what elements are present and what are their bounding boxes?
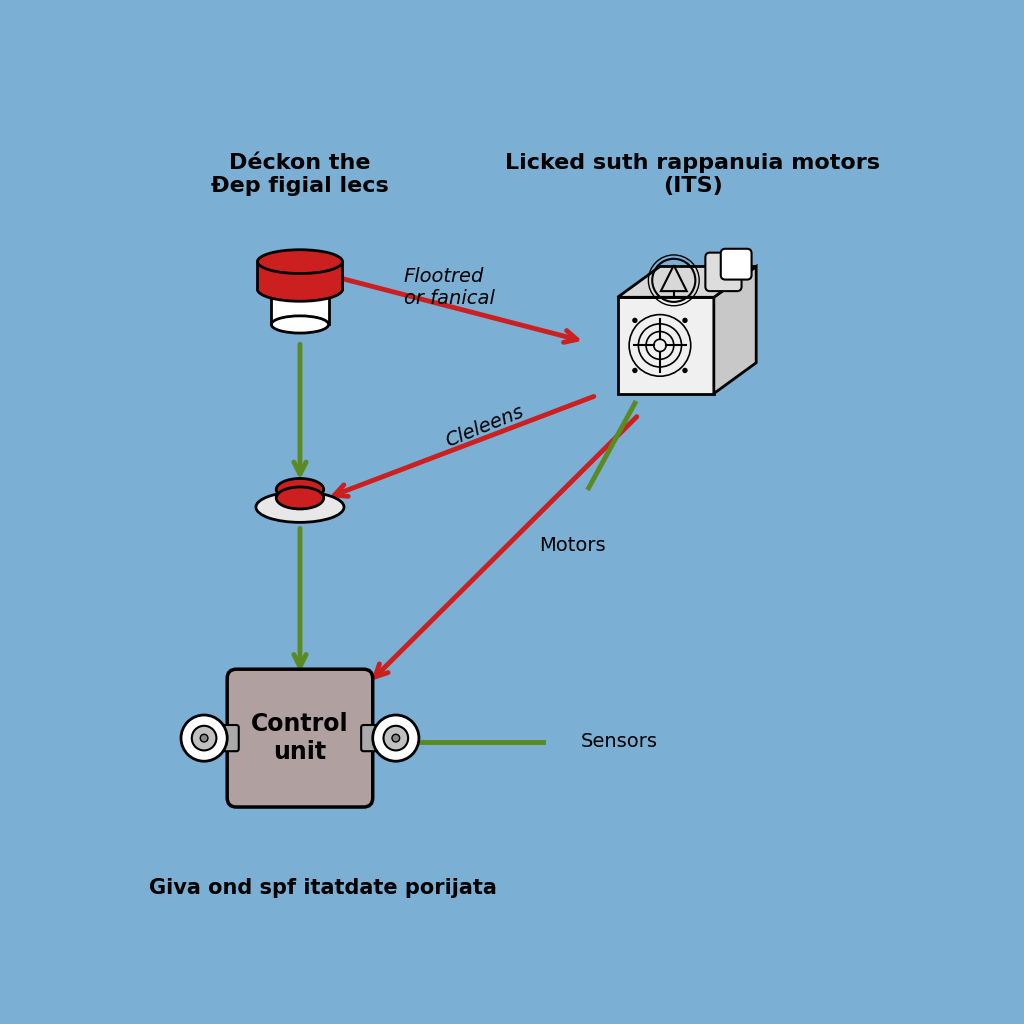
Ellipse shape	[256, 492, 344, 522]
Polygon shape	[276, 489, 324, 498]
FancyBboxPatch shape	[361, 725, 380, 752]
Text: Déckon the
Ðep figial lecs: Déckon the Ðep figial lecs	[211, 153, 389, 197]
Polygon shape	[714, 266, 756, 393]
Ellipse shape	[257, 250, 342, 273]
Polygon shape	[271, 290, 329, 325]
Polygon shape	[617, 297, 714, 393]
Text: Cleleens: Cleleens	[442, 402, 526, 451]
Ellipse shape	[257, 278, 342, 301]
Ellipse shape	[271, 315, 329, 333]
Text: Motors: Motors	[539, 537, 605, 555]
Circle shape	[384, 726, 409, 751]
FancyBboxPatch shape	[706, 253, 741, 291]
Circle shape	[682, 368, 688, 373]
Text: Licked suth rappanuia motors
(ITS): Licked suth rappanuia motors (ITS)	[505, 153, 881, 197]
Circle shape	[632, 368, 638, 373]
FancyBboxPatch shape	[721, 249, 752, 280]
Circle shape	[632, 317, 638, 323]
Text: Flootred
or fanical: Flootred or fanical	[403, 267, 495, 308]
Circle shape	[181, 715, 227, 761]
Circle shape	[373, 715, 419, 761]
Ellipse shape	[271, 281, 329, 298]
Circle shape	[682, 317, 688, 323]
Circle shape	[392, 734, 399, 742]
Ellipse shape	[276, 487, 324, 509]
Circle shape	[191, 726, 216, 751]
Ellipse shape	[276, 478, 324, 501]
Text: Giva ond spf itatdate porijata: Giva ond spf itatdate porijata	[150, 879, 497, 898]
FancyBboxPatch shape	[220, 725, 239, 752]
FancyBboxPatch shape	[227, 670, 373, 807]
Polygon shape	[617, 266, 756, 297]
Circle shape	[201, 734, 208, 742]
Text: Sensors: Sensors	[581, 732, 658, 752]
Text: Control
unit: Control unit	[251, 713, 349, 764]
Polygon shape	[257, 262, 342, 290]
